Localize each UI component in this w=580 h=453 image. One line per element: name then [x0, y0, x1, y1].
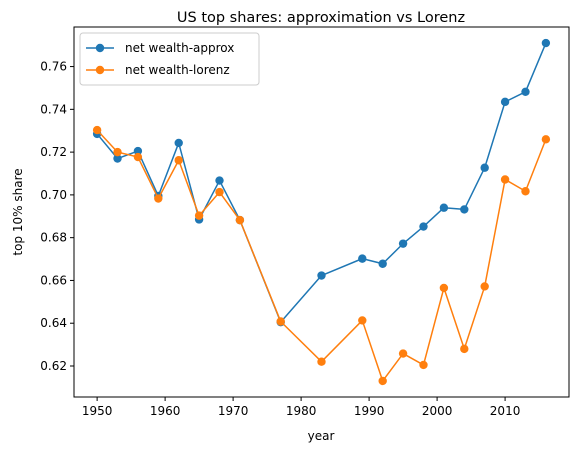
- data-point: [541, 38, 551, 48]
- data-point: [235, 215, 245, 225]
- data-point: [113, 154, 122, 163]
- y-tick-label: 0.66: [40, 273, 67, 287]
- y-axis: 0.62 0.64 0.66 0.68 0.70 0.72 0.74 0.76: [40, 60, 74, 373]
- legend: net wealth-approx net wealth-lorenz: [79, 32, 260, 86]
- data-point: [133, 146, 143, 156]
- series-line-1: [96, 42, 547, 323]
- series-line-2: [96, 129, 547, 382]
- legend-marker: [95, 43, 105, 53]
- data-point: [317, 271, 326, 280]
- data-point: [419, 222, 428, 231]
- data-point: [460, 344, 469, 354]
- data-point: [500, 175, 510, 184]
- plot-frame: [73, 26, 570, 398]
- data-point: [174, 138, 183, 148]
- x-tick-label: 1960: [150, 404, 181, 418]
- y-tick-label: 0.62: [40, 359, 67, 373]
- data-point: [460, 205, 469, 214]
- data-point: [439, 283, 449, 293]
- data-point: [378, 376, 387, 386]
- data-point: [358, 254, 367, 263]
- data-point: [113, 147, 122, 157]
- y-tick-label: 0.72: [40, 145, 67, 159]
- data-point: [541, 135, 551, 144]
- x-tick-label: 1980: [286, 404, 317, 418]
- y-axis-label: top 10% share: [11, 168, 25, 255]
- data-point: [133, 152, 143, 162]
- data-point: [92, 125, 102, 135]
- data-point: [194, 211, 204, 220]
- data-point: [521, 87, 530, 97]
- plot-area: [92, 38, 551, 386]
- data-point: [521, 187, 530, 196]
- data-point: [500, 97, 510, 107]
- data-point: [276, 317, 285, 326]
- x-axis: 1950 1960 1970 1980 1990 2000 2010: [82, 397, 521, 418]
- legend-label: net wealth-approx: [125, 41, 234, 55]
- y-tick-label: 0.76: [40, 60, 67, 74]
- x-tick-label: 2010: [490, 404, 521, 418]
- legend-marker: [95, 65, 105, 75]
- data-point: [398, 349, 408, 358]
- data-point: [398, 239, 408, 248]
- data-point: [480, 282, 489, 291]
- data-point: [480, 163, 489, 172]
- data-point: [215, 187, 224, 197]
- data-point: [378, 259, 387, 268]
- data-point: [358, 316, 367, 325]
- data-point: [419, 360, 428, 370]
- x-tick-label: 2000: [422, 404, 453, 418]
- x-tick-label: 1990: [354, 404, 385, 418]
- legend-label: net wealth-lorenz: [125, 63, 230, 77]
- data-point: [439, 203, 449, 212]
- chart-title: US top shares: approximation vs Lorenz: [177, 10, 465, 26]
- data-point: [174, 156, 183, 165]
- x-tick-label: 1950: [82, 404, 113, 418]
- x-axis-label: year: [308, 429, 335, 443]
- y-tick-label: 0.70: [40, 188, 67, 202]
- data-point: [154, 194, 163, 203]
- data-point: [317, 357, 326, 366]
- legend-box: [79, 32, 260, 86]
- y-tick-label: 0.68: [40, 231, 67, 245]
- data-point: [215, 176, 224, 185]
- y-tick-label: 0.74: [40, 102, 67, 116]
- x-tick-label: 1970: [218, 404, 249, 418]
- y-tick-label: 0.64: [40, 316, 67, 330]
